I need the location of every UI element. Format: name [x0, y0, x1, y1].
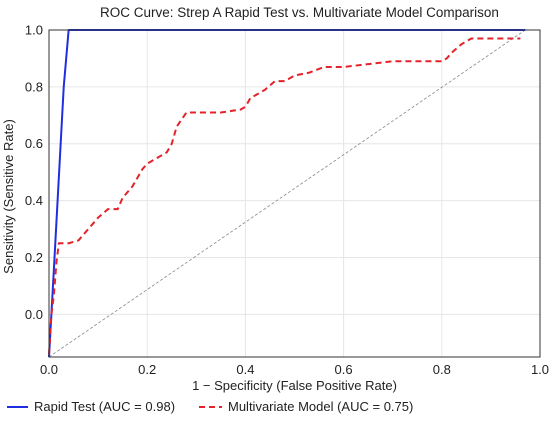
x-tick-label: 1.0: [531, 362, 549, 377]
reference-diagonal-line: [48, 29, 526, 358]
axes-layer: 0.0 0.2 0.4 0.6 0.8 1.0 0.0 0.2 0.4 0.6 0.8 1.0: [25, 23, 549, 378]
plot-frame: [48, 29, 541, 358]
chart-title: ROC Curve: Strep A Rapid Test vs. Multiv…: [100, 5, 499, 20]
y-tick-label: 1.0: [25, 23, 43, 38]
reference-line-layer: [48, 29, 526, 358]
x-tick-label: 0.8: [433, 362, 451, 377]
legend-label-rapid-test: Rapid Test (AUC = 0.98): [34, 399, 175, 414]
x-axis-title: 1 − Specificity (False Positive Rate): [192, 378, 397, 393]
x-tick-label: 0.4: [236, 362, 254, 377]
x-tick-label: 0.2: [138, 362, 156, 377]
y-tick-label: 0.2: [25, 250, 43, 265]
y-tick-label: 0.0: [25, 307, 43, 322]
legend: Rapid Test (AUC = 0.98) Multivariate Mod…: [7, 399, 413, 414]
x-tick-label: 0.6: [335, 362, 353, 377]
series-line-multivariate-model: [48, 37, 521, 355]
y-tick-label: 0.8: [25, 79, 43, 94]
y-axis-title: Sensitivity (Sensitive Rate): [1, 119, 16, 274]
legend-label-multivariate-model: Multivariate Model (AUC = 0.75): [228, 399, 413, 414]
y-tick-label: 0.6: [25, 136, 43, 151]
grid-layer: [48, 29, 541, 357]
y-tick-label: 0.4: [25, 193, 43, 208]
x-tick-label: 0.0: [40, 362, 58, 377]
